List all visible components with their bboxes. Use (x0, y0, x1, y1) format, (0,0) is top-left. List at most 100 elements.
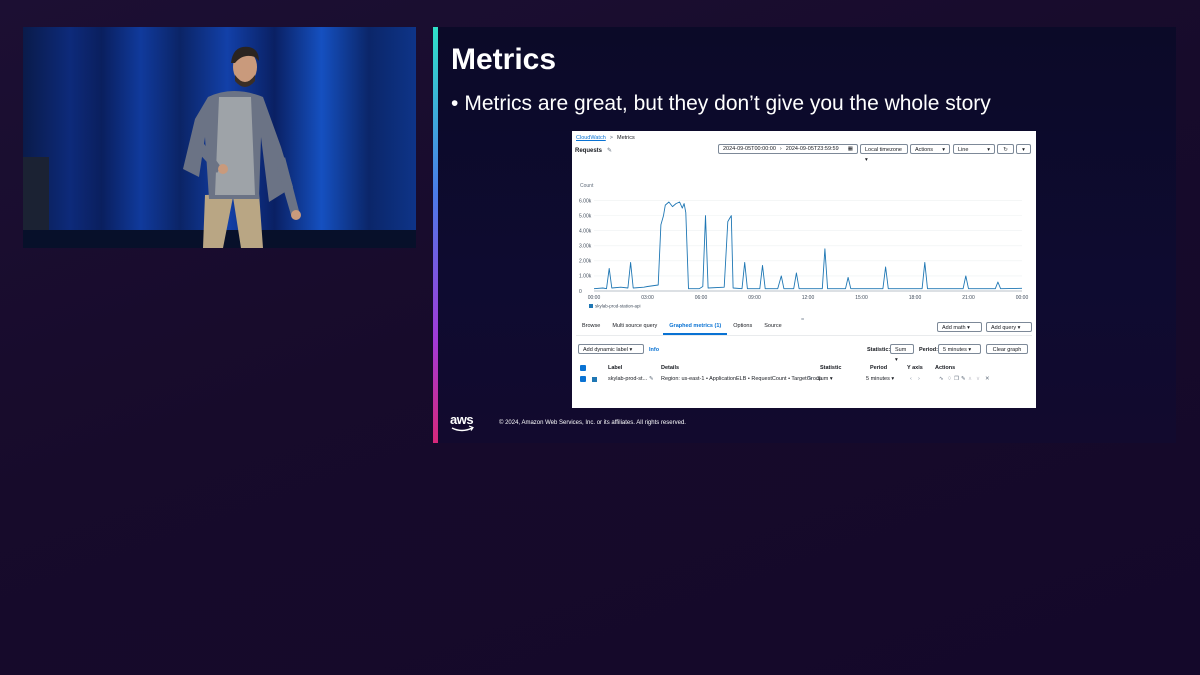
move-up-icon[interactable]: ∧ (968, 376, 973, 382)
period-select[interactable]: 5 minutes ▾ (938, 344, 981, 354)
add-math-button[interactable]: Add math ▾ (937, 322, 982, 332)
caret-down-icon: ▾ (968, 347, 972, 353)
statistic-label: Statistic: (867, 347, 891, 353)
tab-multi-source-query[interactable]: Multi source query (612, 323, 658, 329)
slide-accent-bar (433, 27, 438, 443)
x-tick-label: 00:00 (1016, 295, 1029, 301)
range-end: 2024-09-05T23:59:59 (785, 146, 839, 152)
y-tick-label: 3.00k (579, 244, 592, 250)
y-axis-label: Count (580, 183, 594, 189)
col-label: Label (608, 365, 623, 371)
edit-label-icon[interactable]: ✎ (649, 376, 654, 382)
copyright-text: © 2024, Amazon Web Services, Inc. or its… (499, 420, 686, 426)
add-math-label: Add math (942, 325, 966, 331)
graph-title-text: Requests (575, 148, 603, 154)
yaxis-left-icon[interactable]: ‹ (910, 376, 912, 382)
aws-logo-text: aws (450, 412, 474, 427)
actions-label: Actions (915, 147, 934, 153)
range-arrow-icon: › (779, 146, 782, 152)
caret-down-icon: ▾ (987, 147, 990, 153)
caret-down-icon: ▾ (1022, 147, 1025, 153)
copy-icon[interactable]: ❐ (954, 376, 959, 382)
tab-graphed-metrics-1[interactable]: Graphed metrics (1) (663, 321, 728, 335)
info-link[interactable]: Info (649, 347, 660, 353)
legend-label: skylab-prod-station-api (595, 304, 641, 309)
x-tick-label: 18:00 (909, 295, 922, 301)
y-tick-label: 6.00k (579, 198, 592, 204)
x-tick-label: 21:00 (962, 295, 975, 301)
legend-swatch (589, 304, 593, 308)
remove-row-icon[interactable]: ✕ (985, 376, 990, 382)
clear-graph-button[interactable]: Clear graph (986, 344, 1028, 354)
breadcrumb-separator: > (609, 135, 613, 141)
series-line (593, 201, 1023, 290)
col-statistic: Statistic (820, 365, 842, 371)
series-color-swatch[interactable] (592, 377, 597, 382)
dynamic-label-text: Add dynamic label (583, 347, 628, 353)
timezone-value: Local timezone (865, 147, 902, 153)
edit-title-icon[interactable]: ✎ (607, 148, 613, 154)
time-range-picker[interactable]: 2024-09-05T00:00:00 › 2024-09-05T23:59:5… (718, 144, 858, 154)
row-period[interactable]: 5 minutes ▾ (866, 376, 894, 382)
graph-tabs: Browse Multi source query Graphed metrics … (576, 321, 1032, 336)
slide-bullet: • Metrics are great, but they don’t give … (451, 92, 991, 116)
alarm-icon[interactable]: ♢ (947, 376, 952, 382)
edit-details-icon[interactable]: ✎ (808, 376, 813, 382)
y-tick-label: 4.00k (579, 228, 592, 234)
refresh-icon: ↻ (1003, 147, 1008, 153)
breadcrumb-cloudwatch[interactable]: CloudWatch (576, 135, 606, 141)
y-tick-label: 1.00k (579, 274, 592, 280)
row-period-value: 5 minutes (866, 376, 890, 382)
aws-smile-icon (451, 425, 474, 432)
col-yaxis: Y axis (907, 365, 923, 371)
resize-handle-icon[interactable]: = (801, 317, 805, 323)
col-period: Period (870, 365, 888, 371)
add-dynamic-label-button[interactable]: Add dynamic label ▾ (578, 344, 644, 354)
caret-down-icon: ▾ (829, 376, 833, 382)
speaker-figure (183, 46, 301, 248)
chart-type-value: Line (958, 147, 969, 153)
col-details: Details (661, 365, 680, 371)
actions-dropdown[interactable]: Actions ▾ (910, 144, 950, 154)
move-down-icon[interactable]: ∨ (976, 376, 981, 382)
x-tick-label: 12:00 (802, 295, 815, 301)
tab-source[interactable]: Source (764, 323, 782, 329)
x-tick-label: 00:00 (588, 295, 601, 301)
tab-options[interactable]: Options (733, 323, 753, 329)
tab-browse[interactable]: Browse (582, 323, 601, 329)
row-label: skylab-prod-st... (608, 376, 648, 382)
refresh-button[interactable]: ↻ (997, 144, 1014, 154)
caret-down-icon: ▾ (1017, 325, 1021, 331)
x-tick-label: 09:00 (748, 295, 761, 301)
y-tick-label: 5.00k (579, 213, 592, 219)
row-statistic[interactable]: Sum ▾ (817, 376, 833, 382)
bullet-dot: • (451, 92, 459, 115)
row-checkbox[interactable] (580, 376, 586, 382)
breadcrumb: CloudWatch > Metrics (576, 135, 635, 141)
select-all-checkbox[interactable] (580, 365, 586, 371)
bullet-text: Metrics are great, but they don’t give y… (464, 92, 991, 115)
x-tick-label: 06:00 (695, 295, 708, 301)
statistic-value: Sum (895, 347, 907, 353)
chart-type-select[interactable]: Line ▾ (953, 144, 995, 154)
aws-logo: aws (450, 412, 476, 433)
caret-down-icon: ▾ (629, 347, 633, 353)
period-label: Period: (919, 347, 938, 353)
yaxis-right-icon[interactable]: › (918, 376, 920, 382)
statistic-select[interactable]: Sum ▾ (890, 344, 914, 363)
caret-down-icon: ▾ (967, 325, 970, 331)
y-tick-label: 2.00k (579, 259, 592, 265)
x-tick-label: 15:00 (855, 295, 868, 301)
refresh-options-button[interactable]: ▾ (1016, 144, 1031, 154)
caret-down-icon: ▾ (891, 376, 895, 382)
x-tick-label: 03:00 (641, 295, 654, 301)
add-query-button[interactable]: Add query ▾ (986, 322, 1032, 332)
y-tick-label: 0 (579, 289, 582, 295)
anomaly-detection-icon[interactable]: ∿ (939, 376, 944, 382)
caret-down-icon: ▾ (895, 357, 898, 363)
timezone-select[interactable]: Local timezone ▾ (860, 144, 908, 163)
metrics-line-chart: Count 0 1.00k 2.00k 3.00k 4.00k 5.00k 6.00k 00:0… (579, 183, 1029, 309)
presentation-slide: Metrics • Metrics are great, but they don… (433, 27, 1176, 443)
graph-title: Requests ✎ (575, 147, 612, 154)
edit-row-icon[interactable]: ✎ (961, 376, 966, 382)
